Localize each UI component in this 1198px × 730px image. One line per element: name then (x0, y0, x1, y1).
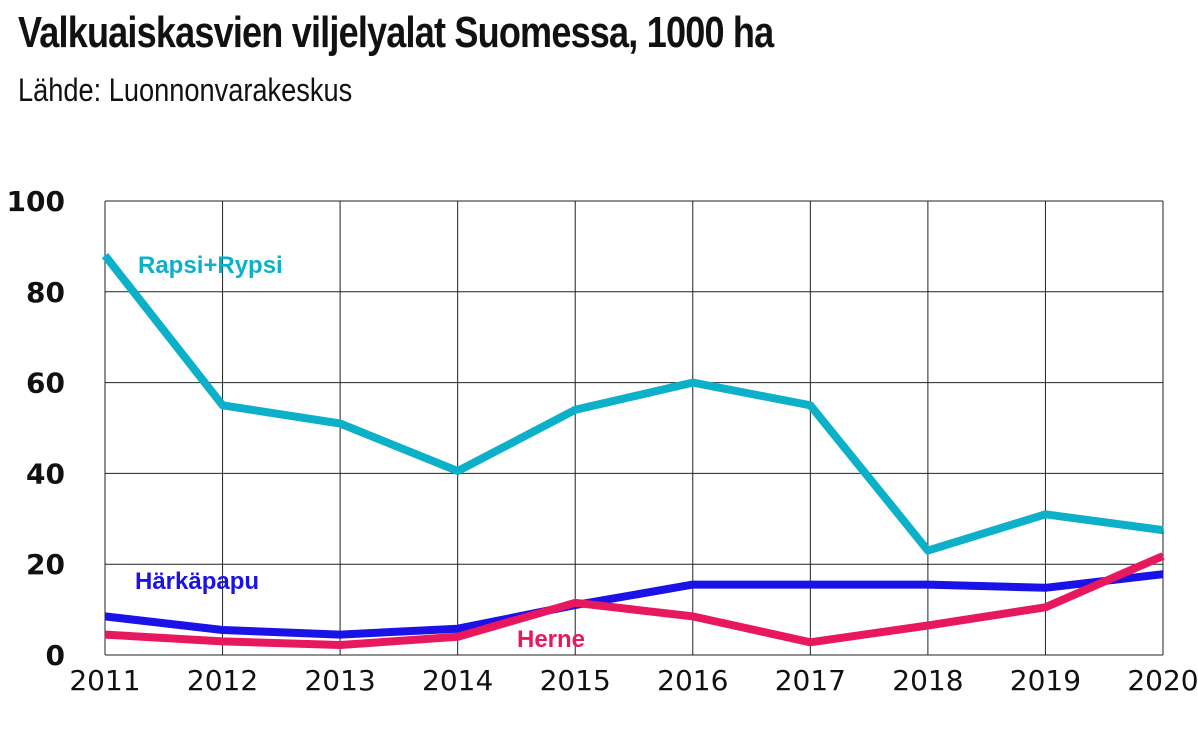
x-tick-label: 2018 (892, 664, 963, 697)
series-line (104, 552, 1165, 649)
chart-source: Lähde: Luonnonvarakeskus (18, 72, 353, 108)
series-label: Rapsi+Rypsi (138, 252, 283, 279)
x-tick-label: 2017 (775, 664, 846, 697)
x-tick-label: 2011 (69, 664, 140, 697)
series-line (104, 570, 1164, 639)
y-tick-label: 60 (26, 367, 65, 400)
series-label: Härkäpapu (135, 568, 259, 595)
chart-title: Valkuaiskasvien viljelyalat Suomessa, 10… (18, 8, 774, 57)
y-tick-label: 80 (26, 276, 65, 309)
x-tick-label: 2019 (1010, 664, 1081, 697)
x-tick-label: 2012 (187, 664, 258, 697)
series-label: Herne (517, 626, 585, 653)
x-tick-label: 2016 (657, 664, 728, 697)
x-tick-label: 2015 (540, 664, 611, 697)
y-tick-label: 0 (46, 639, 65, 672)
x-tick-label: 2013 (304, 664, 375, 697)
y-tick-label: 100 (7, 185, 65, 218)
series-line (101, 253, 1164, 555)
x-tick-label: 2020 (1127, 664, 1198, 697)
y-tick-label: 20 (26, 548, 65, 581)
x-tick-label: 2014 (422, 664, 493, 697)
y-tick-label: 40 (26, 457, 65, 490)
